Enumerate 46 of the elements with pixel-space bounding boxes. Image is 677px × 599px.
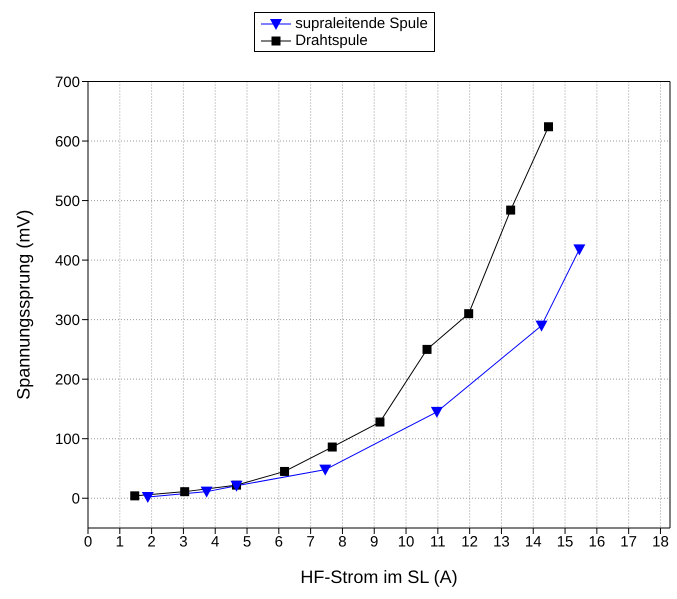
point <box>130 491 140 500</box>
y-tick-label: 200 <box>54 371 80 388</box>
y-tick-label: 700 <box>54 74 80 91</box>
point <box>464 309 474 318</box>
x-tick-label: 7 <box>306 534 315 551</box>
x-tick-label: 18 <box>652 534 669 551</box>
y-tick-label: 600 <box>54 133 80 150</box>
point <box>430 406 443 418</box>
x-tick-label: 1 <box>116 534 124 551</box>
point <box>180 487 190 496</box>
point <box>544 122 554 132</box>
y-tick-label: 500 <box>54 192 80 210</box>
point <box>142 492 154 504</box>
point <box>280 466 290 476</box>
x-tick-label: 12 <box>461 534 478 551</box>
point <box>536 320 548 332</box>
x-tick-label: 13 <box>493 534 510 551</box>
y-tick-label: 0 <box>72 490 80 508</box>
x-tick-label: 6 <box>274 534 283 551</box>
y-tick-label: 100 <box>54 431 80 448</box>
point <box>506 206 516 215</box>
x-tick-label: 16 <box>588 534 606 551</box>
point <box>422 344 432 354</box>
x-tick-label: 3 <box>179 534 188 551</box>
x-tick-label: 2 <box>147 534 156 551</box>
y-tick-label: 300 <box>54 312 80 329</box>
y-tick-label: 400 <box>54 252 80 270</box>
x-tick-label: 15 <box>556 534 574 551</box>
x-tick-label: 11 <box>430 534 446 551</box>
x-tick-label: 17 <box>620 534 637 551</box>
legend-label: supraleitende Spule <box>295 15 428 32</box>
x-tick-label: 9 <box>370 534 378 551</box>
x-tick-label: 5 <box>242 534 252 551</box>
legend-label: Drahtspule <box>295 32 368 49</box>
point <box>375 418 384 427</box>
x-tick-label: 0 <box>84 534 92 551</box>
point <box>200 486 213 498</box>
point <box>328 442 337 452</box>
x-tick-label: 14 <box>524 534 542 551</box>
x-tick-label: 10 <box>398 534 414 551</box>
x-tick-label: 8 <box>338 534 347 551</box>
point <box>573 244 586 256</box>
x-tick-label: 4 <box>211 534 220 551</box>
y-axis-title: Spannungssprung (mV) <box>13 210 34 400</box>
point <box>319 464 332 476</box>
x-axis-title: HF-Strom im SL (A) <box>300 567 458 587</box>
